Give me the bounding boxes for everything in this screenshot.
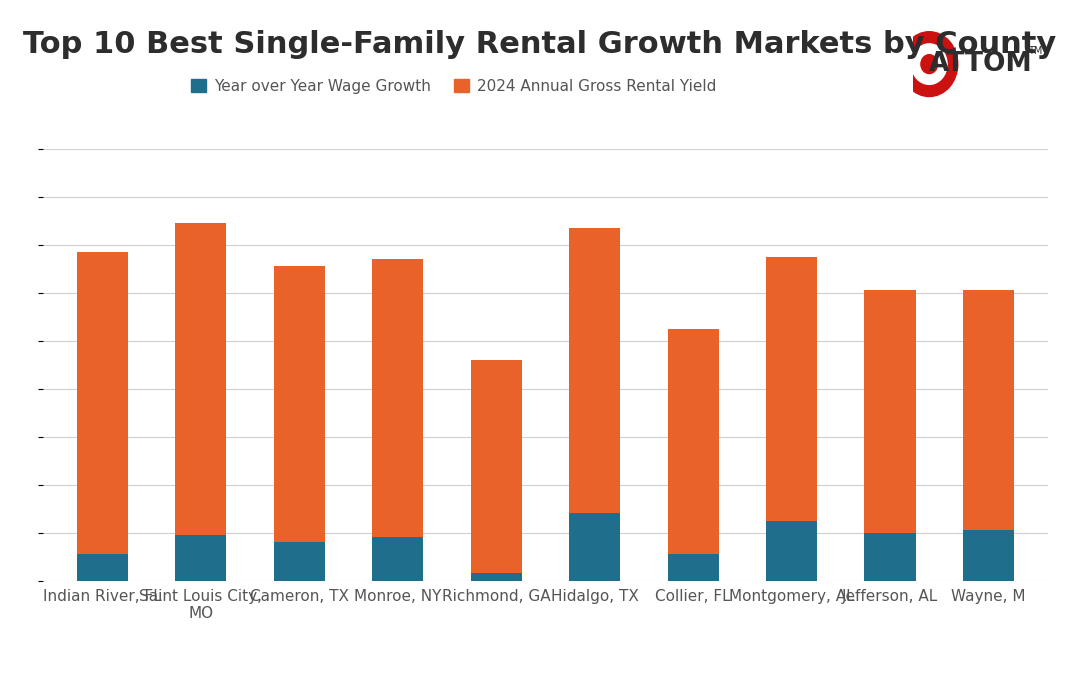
- Circle shape: [921, 55, 937, 74]
- Bar: [667, 554, 718, 580]
- Bar: [569, 513, 620, 580]
- Text: ATTOM: ATTOM: [929, 51, 1032, 77]
- Bar: [77, 554, 127, 580]
- Bar: [963, 530, 1014, 580]
- Bar: [667, 329, 718, 554]
- Bar: [864, 290, 916, 533]
- Text: Top 10 Best Single-Family Rental Growth Markets by County: Top 10 Best Single-Family Rental Growth …: [24, 30, 1056, 59]
- Bar: [569, 227, 620, 513]
- Circle shape: [912, 44, 947, 84]
- Bar: [963, 290, 1014, 530]
- Bar: [864, 533, 916, 580]
- Bar: [471, 360, 522, 573]
- Bar: [373, 537, 423, 580]
- Legend: Year over Year Wage Growth, 2024 Annual Gross Rental Yield: Year over Year Wage Growth, 2024 Annual …: [191, 78, 716, 94]
- Bar: [77, 252, 127, 554]
- Bar: [766, 256, 818, 520]
- Bar: [175, 535, 227, 580]
- Bar: [273, 542, 325, 580]
- Text: TM: TM: [1028, 46, 1042, 55]
- Bar: [766, 520, 818, 580]
- Bar: [273, 266, 325, 542]
- Circle shape: [901, 32, 958, 97]
- Bar: [471, 573, 522, 580]
- Bar: [373, 259, 423, 537]
- Bar: [175, 223, 227, 535]
